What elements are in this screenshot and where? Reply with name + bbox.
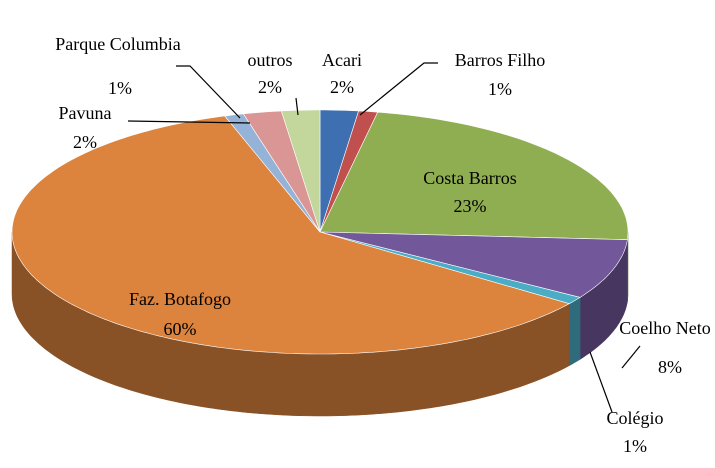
- category-label: Acari: [322, 50, 362, 70]
- category-label: Pavuna: [59, 103, 112, 123]
- slice: [319, 231, 628, 298]
- slice-side: [568, 296, 581, 367]
- category-label: Coelho Neto: [619, 318, 711, 338]
- labels: Acari 2% Barros Filho 1% Costa Barros 23% Coel…: [55, 34, 710, 456]
- value-label: 8%: [658, 357, 682, 377]
- value-label: 2%: [330, 77, 354, 97]
- value-label: 1%: [623, 436, 647, 456]
- category-label: outros: [248, 50, 293, 70]
- value-label: 23%: [454, 196, 487, 216]
- slice: [11, 115, 570, 355]
- leader-line: [295, 97, 299, 116]
- category-label: Costa Barros: [423, 168, 517, 188]
- category-label: Colégio: [607, 408, 664, 428]
- slice: [319, 111, 629, 241]
- category-label: Parque Columbia: [55, 34, 180, 54]
- slice: [280, 109, 321, 233]
- leader-line: [589, 351, 613, 413]
- value-label: 1%: [108, 78, 132, 98]
- value-label: 2%: [258, 77, 282, 97]
- pie-sides: [11, 231, 629, 417]
- category-label: Barros Filho: [455, 50, 546, 70]
- value-label: 60%: [164, 319, 197, 339]
- leader-line: [176, 65, 241, 119]
- leader-line: [621, 345, 641, 369]
- leader-line: [127, 120, 251, 124]
- leader-line: [359, 62, 438, 116]
- value-label: 2%: [73, 132, 97, 152]
- category-label: Faz. Botafogo: [129, 289, 231, 309]
- pie-tops: [11, 109, 629, 355]
- slice: [242, 110, 321, 233]
- value-label: 1%: [488, 79, 512, 99]
